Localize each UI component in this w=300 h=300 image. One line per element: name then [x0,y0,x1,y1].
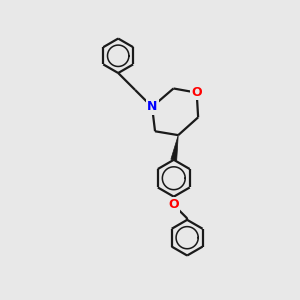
Text: O: O [169,199,179,212]
Text: O: O [191,86,202,99]
Text: N: N [147,100,157,113]
Polygon shape [171,135,178,160]
